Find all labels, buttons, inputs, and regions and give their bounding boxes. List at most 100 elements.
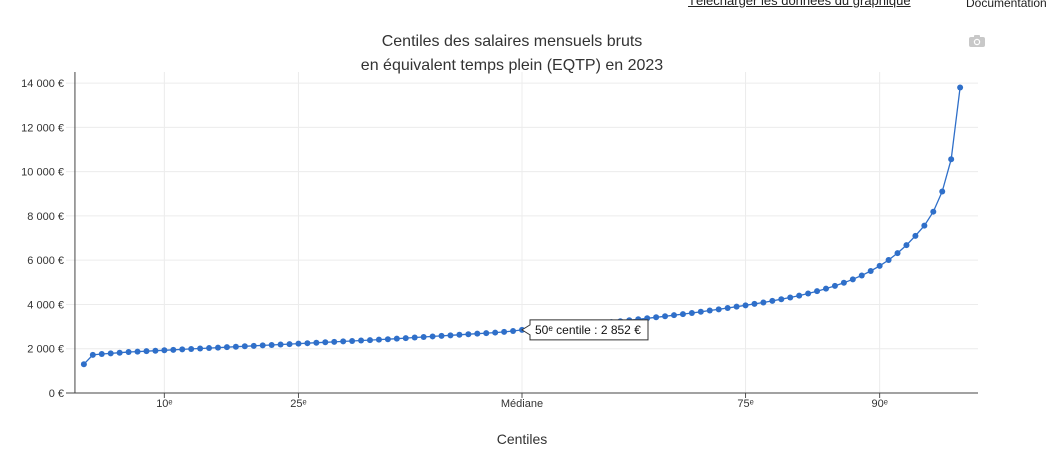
data-point[interactable] (358, 337, 365, 344)
data-point[interactable] (384, 336, 391, 343)
data-point[interactable] (134, 348, 141, 355)
data-point[interactable] (715, 306, 722, 313)
data-point[interactable] (849, 276, 856, 283)
data-point[interactable] (733, 303, 740, 310)
data-point[interactable] (259, 342, 266, 349)
data-point[interactable] (107, 350, 114, 357)
data-point[interactable] (939, 188, 946, 195)
data-point[interactable] (277, 341, 284, 348)
data-point[interactable] (876, 262, 883, 269)
data-point[interactable] (697, 308, 704, 315)
data-point[interactable] (340, 338, 347, 345)
data-point[interactable] (367, 337, 373, 344)
data-point[interactable] (742, 302, 749, 309)
data-point[interactable] (295, 340, 302, 347)
data-point[interactable] (313, 339, 320, 346)
data-point[interactable] (152, 347, 159, 354)
data-point[interactable] (170, 346, 177, 353)
data-point[interactable] (688, 309, 695, 316)
data-point[interactable] (143, 348, 150, 355)
data-point[interactable] (796, 292, 803, 299)
data-point[interactable] (241, 343, 248, 350)
x-axis-title: Centiles (497, 431, 548, 447)
data-point[interactable] (206, 345, 213, 352)
data-point[interactable] (823, 285, 829, 292)
data-point[interactable] (197, 345, 204, 352)
data-point[interactable] (188, 345, 195, 352)
data-point[interactable] (447, 332, 454, 339)
y-tick-label: 12 000 € (21, 122, 64, 134)
tooltip-text: 50ᵉ centile : 2 852 € (535, 323, 641, 337)
data-point[interactable] (510, 328, 517, 335)
data-point[interactable] (268, 341, 275, 348)
data-point[interactable] (662, 313, 669, 320)
documentation-link[interactable]: Documentation (962, 0, 1050, 10)
data-point[interactable] (724, 304, 731, 311)
chart-title-line-2: en équivalent temps plein (EQTP) en 2023 (360, 57, 664, 74)
data-point[interactable] (393, 335, 400, 342)
data-point[interactable] (438, 332, 445, 339)
data-point[interactable] (948, 156, 955, 163)
data-point[interactable] (232, 343, 239, 350)
data-point[interactable] (787, 294, 794, 301)
data-point[interactable] (930, 208, 937, 215)
data-point[interactable] (501, 328, 508, 335)
data-point[interactable] (179, 346, 186, 353)
data-point[interactable] (831, 282, 838, 289)
data-point[interactable] (429, 333, 436, 340)
data-point[interactable] (161, 347, 168, 354)
data-point[interactable] (465, 331, 472, 338)
data-point[interactable] (349, 337, 356, 344)
data-point[interactable] (653, 314, 660, 321)
data-point[interactable] (885, 256, 892, 263)
x-tick-label: Médiane (501, 398, 543, 410)
data-point[interactable] (671, 312, 677, 319)
data-point[interactable] (858, 272, 865, 279)
data-point[interactable] (80, 361, 87, 368)
data-point[interactable] (215, 344, 221, 351)
data-point[interactable] (483, 330, 490, 337)
data-point[interactable] (116, 349, 123, 356)
data-point[interactable] (867, 268, 874, 275)
x-tick-label: 25ᵉ (290, 398, 306, 410)
data-point[interactable] (921, 222, 928, 229)
chart-title-line-1: Centiles des salaires mensuels bruts (381, 33, 643, 50)
y-tick-label: 6 000 € (27, 255, 64, 267)
data-point[interactable] (456, 331, 463, 338)
data-point[interactable] (322, 339, 329, 346)
download-data-link[interactable]: Télécharger les données du graphique (688, 0, 911, 8)
data-point[interactable] (375, 336, 382, 343)
data-point[interactable] (331, 338, 338, 345)
data-point[interactable] (814, 288, 821, 295)
y-tick-label: 0 € (49, 388, 64, 400)
data-point[interactable] (894, 250, 901, 257)
data-point[interactable] (903, 242, 910, 249)
data-point[interactable] (805, 290, 812, 297)
data-point[interactable] (840, 279, 847, 286)
data-point[interactable] (223, 344, 230, 351)
data-point[interactable] (474, 330, 481, 337)
camera-icon[interactable] (968, 34, 986, 48)
data-point[interactable] (957, 84, 964, 91)
data-point[interactable] (751, 300, 758, 307)
data-point[interactable] (706, 307, 713, 314)
data-point[interactable] (286, 341, 293, 348)
data-point[interactable] (89, 351, 96, 358)
data-point[interactable] (492, 329, 499, 336)
data-point[interactable] (679, 311, 686, 318)
data-point[interactable] (98, 351, 105, 358)
data-point[interactable] (912, 232, 919, 239)
data-point[interactable] (420, 333, 427, 340)
data-point[interactable] (250, 342, 257, 349)
data-point[interactable] (411, 334, 418, 341)
data-point[interactable] (304, 340, 311, 347)
data-point[interactable] (778, 296, 785, 303)
data-point[interactable] (125, 349, 132, 356)
chart-grid (66, 72, 978, 393)
data-point[interactable] (760, 299, 767, 306)
x-tick-label: 10ᵉ (156, 398, 172, 410)
data-point[interactable] (402, 335, 409, 342)
y-tick-label: 10 000 € (21, 167, 64, 179)
data-point[interactable] (769, 297, 776, 304)
tooltip-box (521, 319, 649, 341)
